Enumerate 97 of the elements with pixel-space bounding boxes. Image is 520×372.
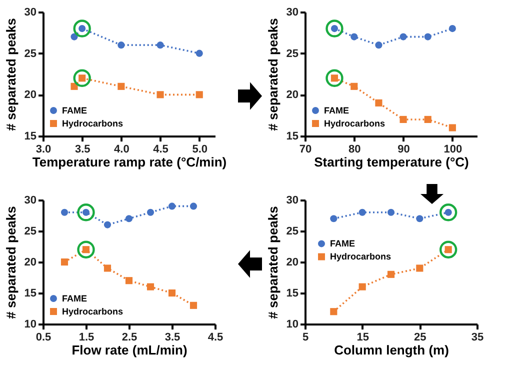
point bbox=[156, 91, 164, 98]
y-tick-label: 20 bbox=[24, 89, 36, 102]
legend-label: Hydrocarbons bbox=[324, 118, 386, 128]
legend-label: Hydrocarbons bbox=[62, 118, 124, 128]
point bbox=[77, 204, 95, 222]
x-tick-label: 4.5 bbox=[208, 332, 224, 344]
y-tick-label: 30 bbox=[286, 6, 298, 18]
point bbox=[330, 215, 338, 222]
point bbox=[424, 33, 432, 40]
x-tick-label: 35 bbox=[471, 332, 484, 344]
point bbox=[439, 204, 458, 222]
point bbox=[424, 116, 432, 123]
x-tick-label: 3.5 bbox=[164, 332, 180, 344]
legend-label: FAME bbox=[324, 106, 350, 116]
x-tick-label: 90 bbox=[398, 144, 410, 156]
point bbox=[416, 264, 424, 272]
point bbox=[400, 116, 407, 123]
y-tick-label: 15 bbox=[286, 130, 298, 142]
y-tick-label: 25 bbox=[286, 226, 298, 238]
x-tick-label: 2.5 bbox=[122, 332, 138, 344]
x-tick-label: 3.0 bbox=[36, 144, 52, 156]
y-tick-label: 20 bbox=[286, 89, 298, 102]
x-axis-title: Flow rate (mL/min) bbox=[72, 342, 188, 358]
point bbox=[326, 69, 344, 87]
point bbox=[77, 240, 95, 258]
point bbox=[439, 240, 458, 258]
point bbox=[190, 202, 198, 210]
point bbox=[190, 302, 198, 309]
point bbox=[358, 208, 366, 216]
x-tick-label: 25 bbox=[414, 332, 426, 344]
point bbox=[416, 215, 424, 222]
x-tick-label: 3.5 bbox=[74, 144, 90, 156]
x-axis-title: Starting temperature (°C) bbox=[314, 154, 469, 170]
point bbox=[146, 283, 154, 290]
x-tick-label: 5 bbox=[302, 332, 309, 344]
y-tick-label: 30 bbox=[24, 6, 36, 18]
x-axis-title: Temperature ramp rate (°C/min) bbox=[32, 154, 227, 170]
y-tick-label: 15 bbox=[286, 288, 298, 300]
point bbox=[168, 202, 176, 210]
x-tick-label: 0.5 bbox=[36, 332, 52, 344]
point bbox=[60, 208, 68, 216]
point bbox=[168, 289, 176, 297]
y-tick-label: 30 bbox=[24, 194, 36, 206]
y-tick-label: 25 bbox=[24, 48, 36, 60]
y-tick-label: 25 bbox=[286, 48, 298, 60]
y-axis-title: # separated peaks bbox=[265, 206, 280, 319]
x-tick-label: 1.5 bbox=[78, 332, 94, 344]
x-axis-title: Column length (m) bbox=[334, 342, 449, 358]
point bbox=[387, 208, 395, 216]
point bbox=[326, 20, 344, 38]
point bbox=[60, 258, 68, 266]
point bbox=[196, 50, 203, 57]
y-tick-label: 10 bbox=[286, 318, 298, 330]
point bbox=[196, 91, 203, 98]
point bbox=[358, 283, 366, 290]
legend-label: FAME bbox=[62, 294, 88, 304]
y-tick-label: 15 bbox=[24, 130, 36, 142]
y-tick-label: 20 bbox=[286, 256, 298, 268]
legend-label: Hydrocarbons bbox=[62, 306, 124, 316]
point bbox=[104, 264, 112, 272]
point bbox=[330, 308, 338, 316]
point bbox=[156, 42, 164, 49]
point bbox=[125, 277, 133, 284]
point bbox=[104, 221, 112, 228]
point bbox=[73, 20, 91, 38]
point bbox=[350, 33, 358, 40]
point bbox=[146, 208, 154, 216]
y-axis-title: # separated peaks bbox=[265, 18, 280, 131]
point bbox=[118, 82, 125, 90]
point bbox=[125, 215, 133, 222]
y-tick-label: 30 bbox=[286, 194, 298, 206]
x-tick-label: 100 bbox=[444, 144, 462, 156]
legend-label: Hydrocarbons bbox=[330, 252, 392, 262]
point bbox=[375, 99, 382, 106]
point bbox=[375, 42, 382, 49]
y-tick-label: 10 bbox=[24, 318, 36, 330]
x-tick-label: 15 bbox=[356, 332, 369, 344]
point bbox=[448, 25, 456, 32]
point bbox=[400, 33, 407, 40]
y-tick-label: 25 bbox=[24, 226, 36, 238]
legend-label: FAME bbox=[330, 238, 356, 249]
legend-label: FAME bbox=[62, 106, 88, 116]
point bbox=[118, 42, 125, 49]
point bbox=[448, 124, 456, 132]
x-tick-label: 4.5 bbox=[153, 144, 168, 156]
point bbox=[70, 33, 78, 40]
x-tick-label: 70 bbox=[299, 144, 312, 156]
x-tick-label: 80 bbox=[348, 144, 361, 156]
point bbox=[350, 82, 358, 90]
y-axis-title: # separated peaks bbox=[3, 206, 18, 319]
point bbox=[73, 69, 91, 87]
point bbox=[387, 270, 395, 278]
y-tick-label: 20 bbox=[24, 256, 36, 268]
x-tick-label: 5.0 bbox=[192, 144, 208, 156]
y-axis-title: # separated peaks bbox=[3, 18, 18, 131]
y-tick-label: 15 bbox=[24, 288, 36, 300]
x-tick-label: 4.0 bbox=[114, 144, 130, 156]
